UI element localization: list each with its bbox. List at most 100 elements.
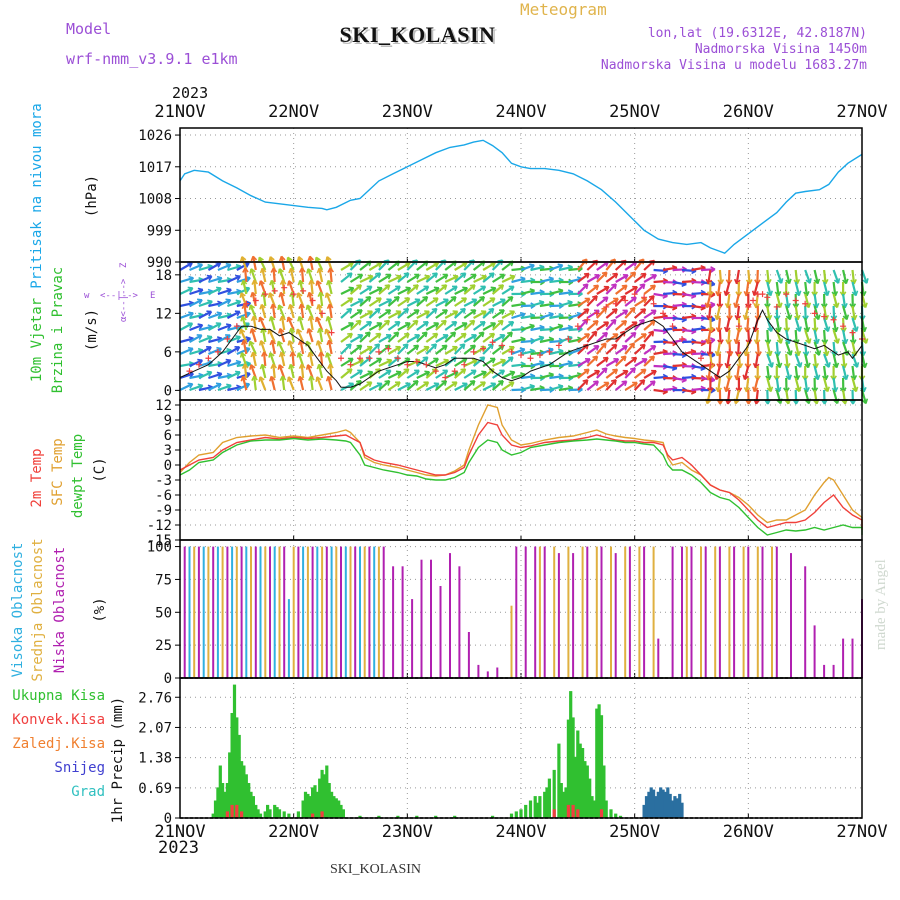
wind-arrow <box>530 336 545 344</box>
wind-arrow <box>530 386 545 392</box>
wind-arrow <box>747 269 751 285</box>
wind-arrow-head <box>424 274 431 281</box>
wind-arrow-head <box>413 344 420 351</box>
wind-gust-point <box>574 323 581 330</box>
wind-arrow <box>794 281 801 296</box>
wind-gust-point <box>555 342 562 349</box>
wind-arrow <box>851 341 857 356</box>
wind-gust-point <box>394 355 401 362</box>
date-label-bottom: 21NOV <box>154 822 205 842</box>
wind-arrow-head <box>286 376 294 382</box>
wind-gust-point <box>802 300 809 307</box>
wind-arrow <box>753 377 759 392</box>
wind-arrow <box>208 372 223 380</box>
snow-bar <box>644 796 649 818</box>
wind-arrow-head <box>431 307 438 314</box>
total-precip-bar <box>597 704 601 819</box>
wind-arrow-head <box>499 309 505 315</box>
low-cloud-bar <box>212 546 215 678</box>
wind-arrow <box>179 302 194 308</box>
wind-arrow-head <box>451 381 458 388</box>
snow-bar <box>671 800 675 818</box>
wind-arrow <box>539 302 554 308</box>
wind-arrow <box>643 369 657 379</box>
low-cloud-bar <box>283 546 286 678</box>
conv-precip-bar <box>571 804 575 818</box>
wind-arrow-head <box>393 331 400 338</box>
wind-arrow <box>558 301 573 308</box>
wind-arrow-head <box>710 301 716 309</box>
wind-gust-point <box>527 355 534 362</box>
wind-arrow <box>349 309 363 319</box>
wind-arrow <box>397 332 410 343</box>
wind-arrow-head <box>324 328 331 335</box>
wind-arrow-head <box>376 357 383 364</box>
wind-arrow-head <box>317 291 325 297</box>
wind-arrow-head <box>385 309 392 315</box>
wind-arrow-head <box>786 350 793 356</box>
high-cloud-bar <box>273 546 276 678</box>
wind-arrow-head <box>601 271 608 278</box>
wind-arrow <box>280 316 286 331</box>
wind-arrow <box>179 287 194 295</box>
wind-gust-point <box>214 348 221 355</box>
wind-arrow <box>511 348 526 356</box>
wind-arrow <box>596 356 609 367</box>
wind-arrow <box>259 280 267 295</box>
total-precip-bar <box>311 787 315 818</box>
wind-arrow <box>624 356 638 367</box>
wind-arrow <box>530 265 545 272</box>
wind-gust-point <box>612 300 619 307</box>
wind-arrow <box>766 377 772 392</box>
wind-arrow <box>842 365 848 380</box>
low-cloud-bar <box>486 671 489 678</box>
wind-arrow-head <box>796 362 803 368</box>
wind-arrow-head <box>462 382 468 389</box>
wind-arrow-head <box>548 347 554 354</box>
wind-arrow <box>349 284 362 295</box>
wind-arrow <box>425 322 440 331</box>
wind-arrow <box>406 284 419 295</box>
date-label-top: 27NOV <box>836 102 887 122</box>
total-precip-bar <box>604 800 608 818</box>
wind-arrow-head <box>733 338 741 345</box>
wind-arrow <box>643 344 657 355</box>
snow-bar <box>661 789 665 818</box>
date-label-bottom: 26NOV <box>723 822 774 842</box>
mid-cloud-bar <box>553 546 556 678</box>
total-precip-bar <box>514 811 518 818</box>
conv-precip-bar <box>225 811 229 818</box>
wind-arrow <box>605 318 617 331</box>
wind-arrow-head <box>651 274 658 280</box>
wind-arrow <box>327 376 333 391</box>
wind-arrow <box>785 341 792 356</box>
wind-arrow <box>643 274 657 283</box>
wind-arrow <box>416 260 429 271</box>
total-precip-bar <box>377 815 381 818</box>
wind-arrow <box>378 309 392 319</box>
wind-arrow <box>281 375 286 391</box>
low-cloud-bar <box>657 638 660 678</box>
wind-arrow <box>236 347 251 356</box>
wind-arrow <box>444 285 458 295</box>
wind-arrow <box>368 357 382 367</box>
wind-gust-point <box>669 323 676 330</box>
wind-arrow-head <box>355 319 362 326</box>
wind-arrow <box>737 353 742 368</box>
y-tick-label: 0 <box>164 811 172 827</box>
wind-arrow-head <box>215 262 222 268</box>
total-precip-bar <box>524 804 528 818</box>
wind-arrow-head <box>206 370 213 377</box>
wind-arrow-head <box>412 284 419 291</box>
total-precip-bar <box>576 730 580 818</box>
wind-arrow-head <box>452 285 458 292</box>
wind-arrow <box>329 267 333 283</box>
total-precip-bar <box>218 765 222 818</box>
wind-arrow-head <box>507 356 514 363</box>
wind-gust-point <box>783 291 790 298</box>
total-precip-bar <box>256 809 260 819</box>
wind-arrow <box>208 312 222 320</box>
wind-arrow <box>406 298 421 307</box>
wind-arrow <box>804 353 810 368</box>
wind-arrow <box>785 353 789 369</box>
